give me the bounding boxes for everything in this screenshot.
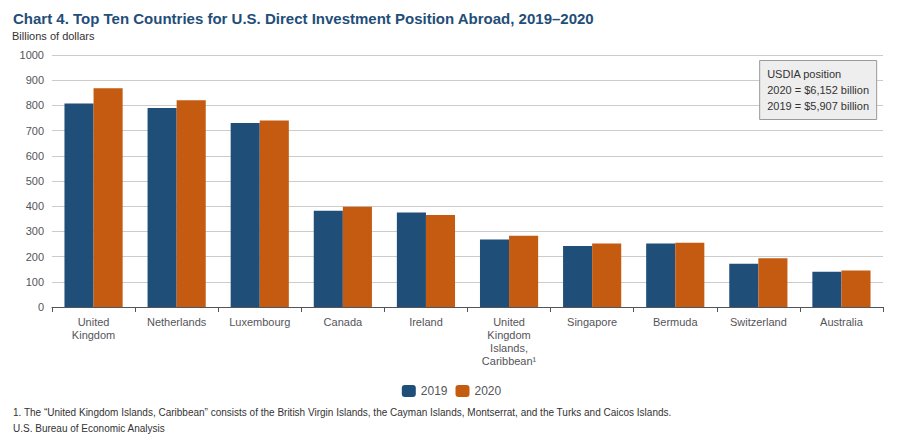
svg-text:Chart 4. Top Ten Countries for: Chart 4. Top Ten Countries for U.S. Dire… <box>13 10 594 27</box>
svg-text:USDIA position: USDIA position <box>767 68 841 80</box>
svg-text:Switzerland: Switzerland <box>730 316 787 328</box>
svg-text:100: 100 <box>26 276 44 288</box>
svg-text:200: 200 <box>26 251 44 263</box>
svg-text:United: United <box>78 316 110 328</box>
svg-text:Luxembourg: Luxembourg <box>229 316 290 328</box>
svg-text:2019 = $5,907 billion: 2019 = $5,907 billion <box>767 100 869 112</box>
svg-text:Canada: Canada <box>324 316 363 328</box>
svg-text:Kingdom: Kingdom <box>487 329 530 341</box>
svg-text:2020 = $6,152 billion: 2020 = $6,152 billion <box>767 84 869 96</box>
svg-text:400: 400 <box>26 200 44 212</box>
svg-text:900: 900 <box>26 74 44 86</box>
svg-text:Singapore: Singapore <box>567 316 617 328</box>
svg-text:Bermuda: Bermuda <box>653 316 699 328</box>
svg-text:1000: 1000 <box>20 49 44 61</box>
svg-text:Islands,: Islands, <box>490 342 528 354</box>
svg-text:300: 300 <box>26 225 44 237</box>
svg-text:0: 0 <box>38 301 44 313</box>
svg-text:2020: 2020 <box>475 384 502 398</box>
svg-text:Billions of dollars: Billions of dollars <box>12 30 95 42</box>
svg-text:1. The “United Kingdom Islands: 1. The “United Kingdom Islands, Caribbea… <box>13 407 671 418</box>
svg-text:United: United <box>493 316 525 328</box>
svg-text:Kingdom: Kingdom <box>72 329 115 341</box>
svg-text:Caribbean¹: Caribbean¹ <box>482 355 537 367</box>
svg-text:600: 600 <box>26 150 44 162</box>
svg-text:800: 800 <box>26 99 44 111</box>
svg-text:700: 700 <box>26 125 44 137</box>
svg-text:Netherlands: Netherlands <box>147 316 207 328</box>
svg-text:U.S. Bureau of Economic Analys: U.S. Bureau of Economic Analysis <box>13 423 165 434</box>
svg-text:500: 500 <box>26 175 44 187</box>
svg-text:2019: 2019 <box>421 384 448 398</box>
svg-text:Ireland: Ireland <box>409 316 443 328</box>
svg-text:Australia: Australia <box>820 316 864 328</box>
